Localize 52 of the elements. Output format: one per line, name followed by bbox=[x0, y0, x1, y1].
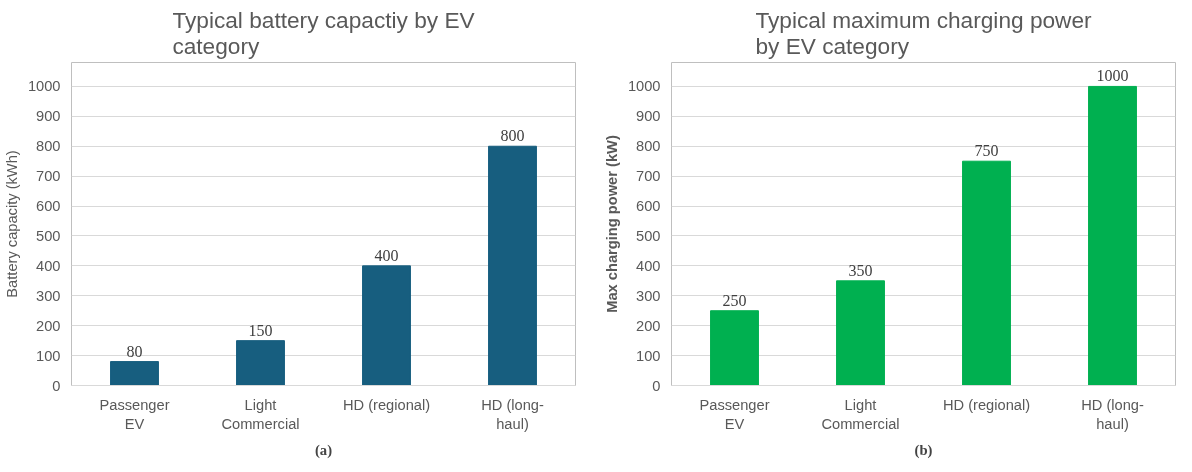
y-tick-label: 400 bbox=[36, 257, 61, 274]
y-tick-label: 300 bbox=[36, 287, 61, 304]
y-tick-label: 800 bbox=[36, 138, 61, 155]
data-label: 400 bbox=[374, 246, 399, 264]
y-tick-label: 600 bbox=[636, 198, 661, 215]
y-tick-label: 500 bbox=[636, 227, 661, 244]
y-tick-label: 0 bbox=[52, 377, 61, 394]
data-label: 250 bbox=[722, 291, 747, 309]
x-tick-label: Passenger EV bbox=[99, 396, 170, 432]
chart-title: Typical battery capactiy by EV category bbox=[172, 6, 476, 59]
data-label: 750 bbox=[974, 142, 999, 160]
bar bbox=[836, 280, 885, 386]
y-tick-label: 500 bbox=[36, 227, 61, 244]
data-label: 800 bbox=[500, 127, 525, 145]
y-tick-label: 700 bbox=[36, 168, 61, 185]
x-tick-label: Light Commercial bbox=[221, 396, 300, 432]
y-tick-label: 100 bbox=[36, 347, 61, 364]
y-tick-label: 200 bbox=[636, 317, 661, 334]
y-tick-label: 0 bbox=[652, 377, 661, 394]
y-axis-title: Battery capacity (kWh) bbox=[3, 150, 20, 298]
y-tick-label: 900 bbox=[36, 108, 61, 125]
text: (b) bbox=[914, 441, 933, 459]
bar bbox=[1088, 85, 1137, 386]
y-tick-label: 900 bbox=[636, 108, 661, 125]
x-tick-label: Passenger EV bbox=[699, 396, 770, 432]
bar bbox=[236, 340, 285, 386]
y-tick-label: 100 bbox=[636, 347, 661, 364]
y-tick-label: 700 bbox=[636, 168, 661, 185]
y-tick-label: 1000 bbox=[627, 78, 661, 95]
data-label: 350 bbox=[848, 261, 873, 279]
text: (a) bbox=[314, 441, 333, 459]
data-label: 150 bbox=[248, 321, 273, 339]
data-label: 1000 bbox=[1096, 67, 1129, 85]
x-tick-label: HD (long- haul) bbox=[481, 396, 544, 432]
y-tick-label: 600 bbox=[36, 198, 61, 215]
bar bbox=[962, 160, 1011, 386]
bar bbox=[362, 265, 411, 386]
bar bbox=[488, 145, 537, 386]
y-tick-label: 300 bbox=[636, 287, 661, 304]
y-tick-label: 400 bbox=[636, 257, 661, 274]
x-tick-label: HD (regional) bbox=[342, 396, 431, 413]
y-tick-label: 200 bbox=[36, 317, 61, 334]
y-tick-label: 1000 bbox=[27, 78, 61, 95]
y-axis-title: Max charging power (kW) bbox=[603, 135, 620, 313]
bar bbox=[710, 310, 759, 386]
x-tick-label: HD (long- haul) bbox=[1081, 396, 1144, 432]
bar bbox=[110, 361, 159, 386]
x-tick-label: HD (regional) bbox=[942, 396, 1031, 413]
data-label: 80 bbox=[126, 342, 143, 360]
x-tick-label: Light Commercial bbox=[821, 396, 900, 432]
y-tick-label: 800 bbox=[636, 138, 661, 155]
chart-title: Typical maximum charging power by EV category bbox=[755, 6, 1093, 59]
